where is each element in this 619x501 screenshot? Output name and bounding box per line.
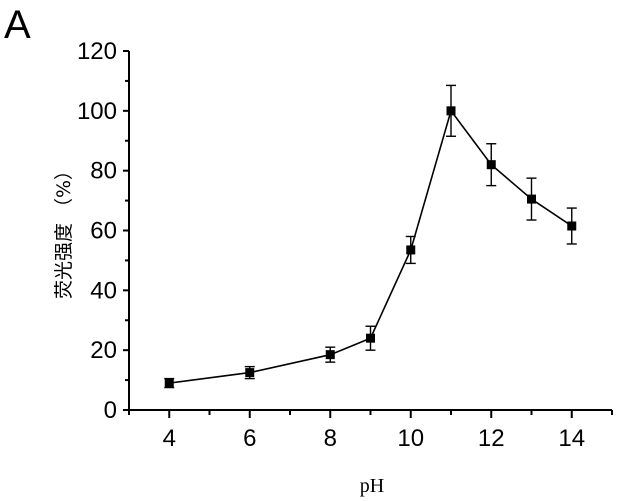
x-tick-label: 6 bbox=[243, 425, 256, 452]
panel-label: A bbox=[4, 3, 31, 47]
x-tick-label: 14 bbox=[558, 425, 585, 452]
data-point bbox=[447, 106, 456, 115]
data-point bbox=[567, 222, 576, 231]
y-tick-label: 60 bbox=[90, 218, 117, 245]
y-tick-label: 100 bbox=[77, 98, 117, 125]
y-tick-label: 40 bbox=[90, 277, 117, 304]
x-tick-label: 10 bbox=[397, 425, 424, 452]
axes bbox=[128, 51, 612, 411]
data-point bbox=[366, 334, 375, 343]
data-point bbox=[245, 368, 254, 377]
y-tick-label: 20 bbox=[90, 337, 117, 364]
x-tick-label: 12 bbox=[478, 425, 505, 452]
x-axis-ticks: 4 6 8 10 12 14 bbox=[129, 410, 612, 452]
y-axis-ticks: 0 20 40 60 80 100 120 bbox=[77, 38, 129, 424]
x-axis-label: pH bbox=[360, 475, 384, 497]
y-axis-label: 荧光强度 （%） bbox=[53, 161, 75, 299]
y-tick-label: 0 bbox=[104, 397, 117, 424]
x-tick-label: 8 bbox=[324, 425, 337, 452]
data-point bbox=[406, 245, 415, 254]
series bbox=[164, 85, 577, 387]
y-tick-label: 80 bbox=[90, 158, 117, 185]
data-point bbox=[487, 160, 496, 169]
data-point bbox=[527, 195, 536, 204]
data-point bbox=[326, 350, 335, 359]
y-tick-label: 120 bbox=[77, 38, 117, 65]
data-point bbox=[165, 379, 174, 388]
x-tick-label: 4 bbox=[163, 425, 176, 452]
